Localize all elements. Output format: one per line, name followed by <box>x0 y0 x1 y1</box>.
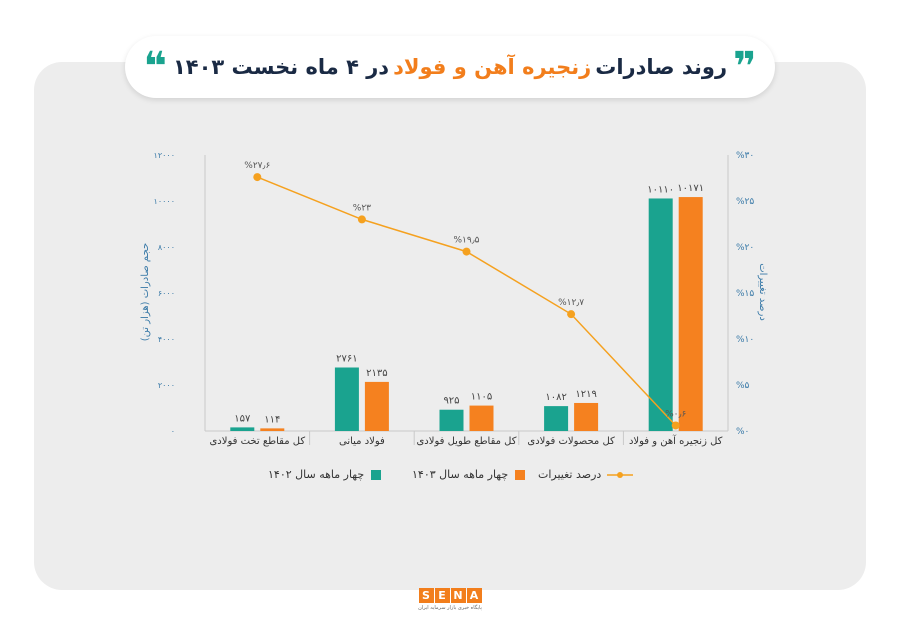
change-line <box>257 176 677 426</box>
legend-item-1402: چهار ماهه سال ۱۴۰۲ <box>268 468 382 481</box>
y-tick-right: %۰ <box>736 427 749 437</box>
bar <box>230 427 255 431</box>
logo-letter: A <box>466 588 482 603</box>
bar <box>678 197 703 431</box>
data-label: ۲۷۶۱ <box>336 353 357 364</box>
legend-swatch-1402 <box>371 469 382 480</box>
change-label: %۲۳ <box>353 203 371 213</box>
change-label: %۱۹٫۵ <box>453 236 479 246</box>
data-label: ۱۰۱۱۰ <box>647 184 674 195</box>
change-point <box>357 215 366 224</box>
data-label: ۱۱۰۵ <box>471 392 492 403</box>
y-tick-left: ۱۰۰۰۰ <box>154 197 175 206</box>
legend-swatch-1403 <box>515 469 526 480</box>
title-part1: روند صادرات <box>595 55 728 79</box>
category-label: کل مقاطع تخت فولادی <box>209 436 305 447</box>
legend-label-1403: چهار ماهه سال ۱۴۰۳ <box>412 468 509 481</box>
change-label: %۱۲٫۷ <box>558 298 584 308</box>
category-label: کل مقاطع طویل فولادی <box>416 436 516 447</box>
change-point <box>253 173 262 182</box>
y-tick-left: ۴۰۰۰ <box>158 335 175 344</box>
legend-item-change: درصد تغییرات <box>538 468 634 481</box>
bar <box>364 381 389 431</box>
change-point <box>567 310 576 319</box>
logo-letter: S <box>418 588 434 603</box>
bar <box>469 405 494 431</box>
title-part2: در ۴ ماه نخست ۱۴۰۳ <box>172 55 390 79</box>
data-label: ۲۱۳۵ <box>366 368 387 379</box>
bar <box>544 406 569 431</box>
data-label: ۱۲۱۹ <box>575 389 596 400</box>
sena-logo: S E N A پایگاه خبری بازار سرمایه ایران <box>415 588 485 618</box>
y-tick-right: %۲۵ <box>736 197 754 207</box>
data-label: ۱۱۴ <box>264 414 280 425</box>
bar <box>334 367 359 431</box>
y-tick-right: %۱۰ <box>736 335 754 345</box>
logo-letter: E <box>434 588 450 603</box>
data-label: ۱۰۸۲ <box>545 392 566 403</box>
y-axis-label-right: درصد تغییرات <box>757 263 768 321</box>
y-tick-left: ۱۲۰۰۰ <box>154 151 175 160</box>
bar <box>648 198 673 431</box>
legend-item-1403: چهار ماهه سال ۱۴۰۳ <box>412 468 526 481</box>
legend-label-change: درصد تغییرات <box>538 468 602 481</box>
data-label: ۹۲۵ <box>443 396 459 407</box>
y-axis-label-left: حجم صادرات (هزار تن) <box>140 243 151 341</box>
quote-open-icon: ❞ <box>733 44 757 90</box>
legend-label-1402: چهار ماهه سال ۱۴۰۲ <box>268 468 365 481</box>
bar <box>574 402 599 431</box>
change-point <box>671 421 680 430</box>
bar <box>260 428 285 431</box>
y-tick-right: %۱۵ <box>736 289 754 299</box>
y-tick-right: %۲۰ <box>736 243 754 253</box>
y-tick-left: ۸۰۰۰ <box>158 243 175 252</box>
title-accent: زنجیره آهن و فولاد <box>393 55 592 79</box>
change-label: %۲۷٫۶ <box>244 161 270 171</box>
y-tick-right: %۵ <box>736 381 750 391</box>
legend-line-icon <box>607 471 634 478</box>
category-label: کل محصولات فولادی <box>527 436 615 447</box>
logo-letter: N <box>450 588 466 603</box>
change-point <box>462 247 471 256</box>
change-label: %۰٫۶ <box>665 409 686 419</box>
bar <box>439 409 464 431</box>
quote-close-icon: ❝ <box>143 44 167 90</box>
logo-subtitle: پایگاه خبری بازار سرمایه ایران <box>418 605 482 611</box>
y-tick-left: ۰ <box>171 427 175 436</box>
data-label: ۱۰۱۷۱ <box>677 183 704 194</box>
y-tick-left: ۶۰۰۰ <box>158 289 175 298</box>
category-label: کل زنجیره آهن و فولاد <box>629 434 723 447</box>
y-tick-right: %۳۰ <box>736 151 754 161</box>
data-label: ۱۵۷ <box>234 413 251 424</box>
page-title: ❞ روند صادرات زنجیره آهن و فولاد در ۴ ما… <box>125 36 775 98</box>
chart-panel <box>34 62 866 590</box>
y-tick-left: ۲۰۰۰ <box>158 381 175 390</box>
category-label: فولاد میانی <box>339 436 385 447</box>
